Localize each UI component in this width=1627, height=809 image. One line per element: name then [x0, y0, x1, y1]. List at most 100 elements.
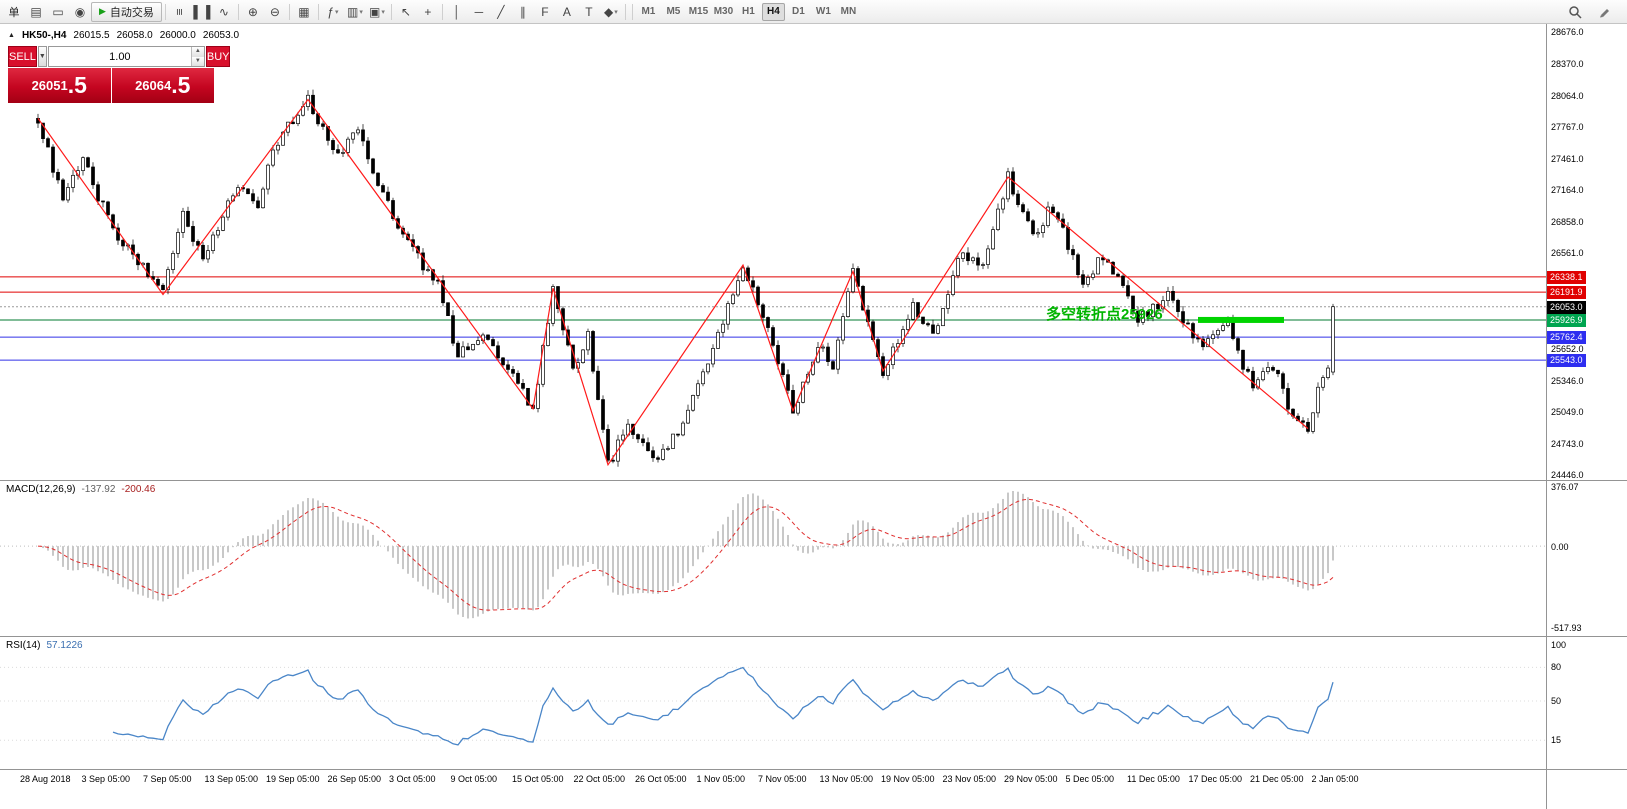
price-axis-label: 25346.0: [1551, 375, 1584, 386]
macd-panel[interactable]: MACD(12,26,9) -137.92 -200.46: [0, 481, 1546, 637]
symbol-period: HK50-,H4: [21, 30, 67, 41]
stepper-up-icon[interactable]: ▲: [191, 47, 204, 57]
channel-icon[interactable]: ∥: [513, 2, 533, 22]
volume-dropdown[interactable]: ▼: [37, 46, 47, 67]
timeframe-h4[interactable]: H4: [761, 2, 785, 21]
crosshair-icon: +: [424, 4, 432, 19]
price-axis[interactable]: 28676.0 28370.0 28064.0 27767.0 27461.0 27164…: [1546, 24, 1627, 809]
timeframes-menu-icon[interactable]: ▥ ▾: [345, 2, 365, 22]
timeframe-m30[interactable]: M30: [713, 6, 734, 17]
crosshair-icon[interactable]: +: [418, 2, 438, 22]
time-axis[interactable]: 28 Aug 2018 3 Sep 05:00 7 Sep 05:00 13 Sep …: [0, 770, 1546, 809]
channel-icon: ∥: [519, 4, 526, 19]
indicators-icon[interactable]: ƒ ▾: [323, 2, 343, 22]
sell-quote-button[interactable]: 26051.5: [8, 68, 111, 103]
autotrading-button[interactable]: ▶ 自动交易: [91, 1, 162, 22]
chart-info-line: ▲ HK50-,H4 26015.5 26058.0 26000.0 26053…: [8, 30, 239, 41]
new-order-button[interactable]: 单: [8, 6, 20, 19]
ohlc-high: 26058.0: [116, 30, 153, 41]
time-axis-label: 29 Nov 05:00: [1004, 774, 1058, 784]
rsi-panel[interactable]: RSI(14) 57.1226: [0, 637, 1546, 770]
price-axis-label: 26561.0: [1551, 248, 1584, 259]
zigzag-line[interactable]: [37, 98, 1309, 467]
help-icon[interactable]: ◉: [70, 2, 90, 22]
macd-header: MACD(12,26,9) -137.92 -200.46: [6, 484, 155, 495]
rsi-header: RSI(14) 57.1226: [6, 640, 83, 651]
shapes-icon[interactable]: ◆ ▾: [601, 2, 621, 22]
stepper-down-icon[interactable]: ▼: [191, 56, 204, 66]
axis-panel-separator: [1547, 636, 1627, 637]
timeframe-m5[interactable]: M5: [666, 6, 681, 17]
timeframe-m15[interactable]: M15: [688, 6, 709, 17]
rsi-axis-label: 80: [1551, 662, 1562, 673]
market-watch-icon[interactable]: ▭: [48, 2, 68, 22]
chart-window-icon[interactable]: ▤: [26, 2, 46, 22]
price-marker-26191.9: 26191.9: [1547, 286, 1586, 300]
toolbar-separator: [441, 3, 443, 20]
text-label-icon[interactable]: T: [579, 2, 599, 22]
chart-window-icon: ▤: [30, 4, 42, 19]
time-axis-label: 11 Dec 05:00: [1127, 774, 1180, 784]
price-axis-label: 27461.0: [1551, 154, 1584, 165]
caret-down-icon: ▾: [381, 8, 385, 16]
time-axis-label: 26 Sep 05:00: [327, 774, 382, 784]
cursor-icon[interactable]: ↖: [396, 2, 416, 22]
macd-histogram: [42, 491, 1334, 619]
tile-windows-icon[interactable]: ▦: [294, 2, 314, 22]
horizontal-line-icon[interactable]: ─: [469, 2, 489, 22]
ohlc-close: 26053.0: [202, 30, 240, 41]
pivot-highlight-segment[interactable]: [1198, 316, 1284, 323]
candlestick-icon[interactable]: ▌▐: [192, 2, 212, 22]
bid-price-main: 26051: [31, 78, 68, 93]
timeframe-h1[interactable]: H1: [742, 6, 755, 17]
main-chart-svg: [0, 89, 1546, 467]
fibonacci-icon: F: [541, 4, 549, 19]
zoom-out-icon[interactable]: ⊖: [265, 2, 285, 22]
line-chart-icon[interactable]: ∿: [214, 2, 234, 22]
volume-input[interactable]: [48, 47, 191, 66]
candlestick-icon: ▌▐: [193, 4, 211, 19]
price-axis-label: 27767.0: [1551, 122, 1584, 133]
zoom-out-icon: ⊖: [269, 4, 280, 19]
time-axis-label: 17 Dec 05:00: [1188, 774, 1243, 784]
sell-button[interactable]: SELL: [8, 46, 37, 67]
templates-icon[interactable]: ▣ ▾: [367, 2, 387, 22]
price-axis-label: 28370.0: [1551, 58, 1584, 69]
one-click-trading-panel: SELL ▼ ▲▼ BUY 26051.5 26064.5: [8, 46, 231, 103]
main-chart-panel[interactable]: ▲ HK50-,H4 26015.5 26058.0 26000.0 26053…: [0, 24, 1546, 481]
pivot-annotation-text[interactable]: 多空转折点25926: [1046, 306, 1163, 323]
price-marker-25926.9: 25926.9: [1547, 313, 1586, 327]
buy-button[interactable]: BUY: [205, 46, 231, 67]
horizontal-levels[interactable]: [0, 276, 1546, 361]
fibonacci-icon[interactable]: F: [535, 2, 555, 22]
bar-chart-icon[interactable]: ≡: [170, 2, 190, 22]
timeframe-d1[interactable]: D1: [792, 6, 805, 17]
cursor-icon: ↖: [400, 4, 411, 19]
time-axis-label: 1 Nov 05:00: [696, 774, 746, 784]
timeframe-w1[interactable]: W1: [815, 6, 831, 17]
toolbar-right-group: [1564, 2, 1624, 22]
caret-down-icon: ▾: [335, 8, 339, 16]
expand-triangle-icon[interactable]: ▲: [8, 32, 15, 39]
zoom-in-icon[interactable]: ⊕: [243, 2, 263, 22]
macd-axis-label: 0.00: [1551, 541, 1569, 552]
toolbar-separator: [390, 3, 392, 20]
caret-down-icon: ▾: [614, 8, 618, 16]
vertical-line-icon[interactable]: │: [447, 2, 467, 22]
volume-stepper[interactable]: ▲ ▼: [190, 47, 204, 66]
search-icon[interactable]: [1565, 2, 1585, 22]
timeframe-mn[interactable]: MN: [840, 6, 857, 17]
rsi-name: RSI(14): [6, 640, 41, 651]
text-icon[interactable]: A: [557, 2, 577, 22]
text-label-icon: T: [585, 4, 593, 19]
time-axis-label: 7 Sep 05:00: [143, 774, 192, 784]
toolbar-left-group: 单 ▤ ▭ ◉ ▶ 自动交易 ≡ ▌▐ ∿ ⊕ ⊖ ▦ ƒ ▾ ▥ ▾ ▣ ▾ ↖ + │ ─ ╱ ∥ F A T ◆ ▾: [3, 1, 629, 22]
rsi-value: 57.1226: [46, 640, 83, 651]
rsi-svg: [0, 666, 1546, 746]
timeframe-m1[interactable]: M1: [641, 6, 656, 17]
axis-panel-separator: [1547, 769, 1627, 770]
price-axis-label: 24743.0: [1551, 439, 1584, 450]
edit-icon[interactable]: [1595, 2, 1615, 22]
trendline-icon[interactable]: ╱: [491, 2, 511, 22]
buy-quote-button[interactable]: 26064.5: [111, 68, 214, 103]
